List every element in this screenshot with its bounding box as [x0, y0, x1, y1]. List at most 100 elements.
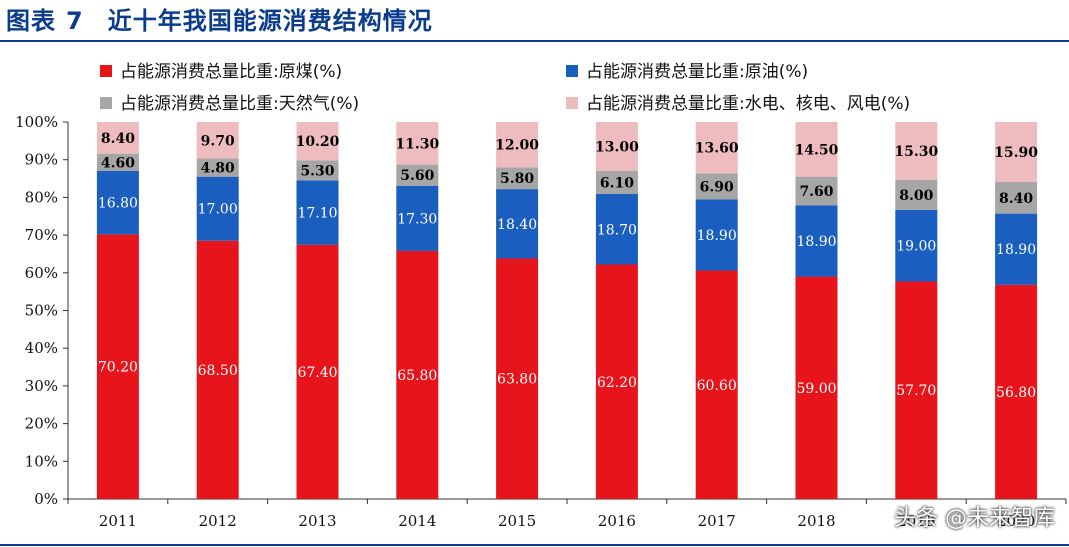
data-label: 18.70 [597, 222, 637, 238]
legend-swatch-clean [566, 97, 578, 109]
bar-segment [695, 199, 738, 271]
figure-title-text: 近十年我国能源消费结构情况 [107, 7, 433, 35]
bar-segment [595, 194, 638, 265]
bar-segment [995, 284, 1038, 499]
data-label: 6.90 [700, 179, 734, 195]
data-label: 17.00 [198, 202, 238, 218]
bar-segment [396, 250, 439, 499]
data-label: 16.80 [98, 196, 138, 212]
x-tick-label: 2020 [997, 512, 1035, 530]
x-tick-label: 2014 [398, 512, 436, 530]
data-label: 8.00 [899, 188, 933, 204]
figure-number: 7 [66, 7, 84, 35]
bar-segment [296, 180, 339, 245]
bar-segment [895, 122, 938, 180]
figure-title: 图表 7 近十年我国能源消费结构情况 [6, 4, 433, 38]
bar-segment [995, 122, 1038, 182]
bar-segment [196, 158, 239, 177]
bar-segment [795, 122, 838, 177]
data-label: 17.10 [297, 206, 337, 222]
y-tick-label: 50% [25, 302, 58, 320]
bar-segment [795, 205, 838, 277]
x-tick-label: 2011 [99, 512, 137, 530]
legend-label-gas: 占能源消费总量比重:天然气(%) [120, 94, 360, 114]
data-label: 15.90 [994, 145, 1038, 161]
data-label: 5.30 [300, 163, 334, 179]
data-label: 19.00 [896, 239, 936, 255]
bar-segment [196, 176, 239, 241]
data-label: 56.80 [996, 385, 1036, 401]
watermark: 头条 @未来智库 [894, 506, 1055, 531]
data-label: 8.40 [999, 191, 1033, 207]
bar-segment [595, 171, 638, 195]
y-tick-label: 70% [25, 226, 58, 244]
bar-segment [496, 167, 539, 190]
data-label: 10.20 [296, 134, 340, 150]
data-label: 18.40 [497, 217, 537, 233]
y-tick-label: 30% [25, 377, 58, 395]
data-label: 15.30 [894, 144, 938, 160]
bar-segment [496, 122, 539, 168]
data-label: 7.60 [799, 184, 833, 200]
bar-segment [895, 179, 938, 210]
x-tick-label: 2016 [598, 512, 636, 530]
bottom-divider [0, 544, 1069, 546]
bar-segment [96, 171, 139, 235]
data-label: 6.10 [600, 176, 634, 192]
bar-segment [396, 122, 439, 165]
bar-segment [396, 164, 439, 186]
y-tick-label: 80% [25, 188, 58, 206]
bar-segment [196, 240, 239, 499]
x-tick-label: 2012 [199, 512, 237, 530]
x-tick-label: 2017 [698, 512, 736, 530]
bar-segment [695, 122, 738, 174]
y-tick-label: 60% [25, 264, 58, 282]
bar-segment [595, 264, 638, 499]
data-label: 9.70 [201, 133, 235, 149]
y-tick-label: 100% [15, 113, 58, 131]
bar-segment [96, 234, 139, 499]
bar-segment [296, 244, 339, 499]
data-label: 12.00 [495, 138, 539, 154]
bar-segment [695, 173, 738, 200]
legend-label-clean: 占能源消费总量比重:水电、核电、风电(%) [586, 94, 911, 114]
data-label: 70.20 [98, 360, 138, 376]
legend-swatch-oil [566, 65, 578, 77]
bar-segment [595, 122, 638, 172]
data-label: 13.60 [695, 141, 739, 157]
bar-segment [895, 209, 938, 282]
data-label: 62.20 [597, 375, 637, 391]
x-tick-label: 2013 [298, 512, 336, 530]
bar-segment [296, 160, 339, 181]
bar-segment [995, 181, 1038, 214]
bar-segment [96, 122, 139, 154]
data-label: 18.90 [697, 228, 737, 244]
data-label: 57.70 [896, 383, 936, 399]
title-divider [0, 40, 1069, 42]
bar-segment [995, 213, 1038, 285]
data-label: 59.00 [796, 381, 836, 397]
legend-item-coal: 占能源消费总量比重:原煤(%) [100, 61, 342, 83]
y-tick-label: 20% [25, 415, 58, 433]
data-label: 4.80 [201, 161, 235, 177]
bar-segment [296, 122, 339, 161]
data-label: 60.60 [697, 378, 737, 394]
y-tick-label: 90% [25, 151, 58, 169]
data-label: 63.80 [497, 372, 537, 388]
legend-item-clean: 占能源消费总量比重:水电、核电、风电(%) [566, 93, 910, 115]
data-label: 18.90 [796, 234, 836, 250]
figure-label: 图表 [6, 7, 56, 35]
y-tick-label: 10% [25, 452, 58, 470]
data-label: 65.80 [397, 368, 437, 384]
bar-segment [695, 270, 738, 499]
x-tick-label: 2018 [797, 512, 835, 530]
bar-segment [895, 281, 938, 499]
bar-segment [396, 185, 439, 251]
data-label: 8.40 [101, 131, 135, 147]
data-label: 4.60 [101, 155, 135, 171]
data-label: 18.90 [996, 242, 1036, 258]
bar-segment [496, 189, 539, 259]
bar-segment [196, 122, 239, 159]
data-label: 68.50 [198, 363, 238, 379]
data-label: 5.80 [500, 171, 534, 187]
